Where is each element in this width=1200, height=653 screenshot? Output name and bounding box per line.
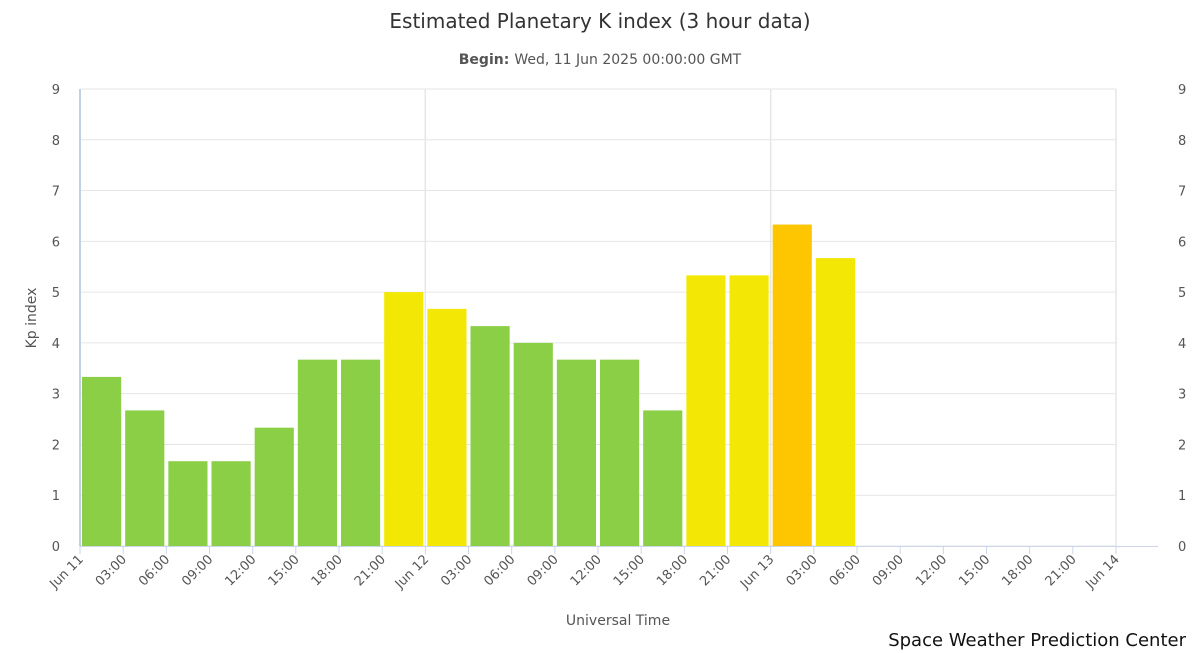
x-tick-label: 12:00 <box>568 552 605 589</box>
kp-bar <box>772 224 812 546</box>
y-tick-label-left: 4 <box>52 337 60 352</box>
y-tick-label-left: 3 <box>52 388 60 403</box>
x-tick-label: 18:00 <box>654 552 691 589</box>
x-tick-label: Jun 14 <box>1083 552 1123 592</box>
kp-bar <box>341 359 381 546</box>
y-tick-label-right: 2 <box>1178 438 1186 453</box>
x-tick-label: 12:00 <box>222 552 259 589</box>
kp-bar <box>470 326 510 546</box>
kp-bar <box>686 275 726 546</box>
x-axis-title: Universal Time <box>566 613 670 629</box>
chart-subtitle: Begin: Wed, 11 Jun 2025 00:00:00 GMT <box>459 52 742 68</box>
kp-bar <box>600 359 640 546</box>
bars <box>82 224 855 546</box>
x-tick-label: 03:00 <box>438 552 475 589</box>
y-tick-label-left: 6 <box>52 235 60 250</box>
kp-bar <box>82 376 122 546</box>
kp-bar <box>556 359 596 546</box>
x-tick-label: Jun 13 <box>737 552 777 592</box>
y-tick-label-left: 0 <box>52 540 60 555</box>
x-tick-label: 06:00 <box>481 552 518 589</box>
x-tick-label: 15:00 <box>611 552 648 589</box>
axes <box>79 89 1158 554</box>
chart-title: Estimated Planetary K index (3 hour data… <box>389 9 810 33</box>
kp-bar <box>427 308 467 546</box>
x-tick-label: 03:00 <box>93 552 130 589</box>
y-axis-right-labels: 0 1 2 3 4 5 6 7 8 9 <box>1178 83 1186 555</box>
y-tick-label-right: 8 <box>1178 134 1186 149</box>
kp-bar <box>384 292 424 546</box>
y-tick-label-left: 1 <box>52 489 60 504</box>
x-tick-label: 06:00 <box>136 552 173 589</box>
x-tick-label: 21:00 <box>1043 552 1080 589</box>
kp-bar <box>125 410 165 546</box>
kp-bar <box>729 275 769 546</box>
x-tick-label: 21:00 <box>352 552 389 589</box>
y-axis-left-labels: 0 1 2 3 4 5 6 7 8 9 <box>52 83 60 555</box>
x-tick-label: 09:00 <box>525 552 562 589</box>
x-axis-labels: Jun 11 03:00 06:00 09:00 12:00 15:00 18:00 21:0… <box>47 552 1123 592</box>
y-tick-label-left: 7 <box>52 185 60 200</box>
y-tick-label-right: 0 <box>1178 540 1186 555</box>
kp-bar <box>168 461 208 546</box>
y-tick-label-left: 8 <box>52 134 60 149</box>
kp-bar <box>297 359 337 546</box>
x-tick-label: 18:00 <box>309 552 346 589</box>
y-tick-label-left: 9 <box>52 83 60 98</box>
x-tick-label: 03:00 <box>784 552 821 589</box>
subtitle-label: Begin: <box>459 52 510 68</box>
kp-bar <box>211 461 251 546</box>
x-tick-label: 21:00 <box>697 552 734 589</box>
kp-bar <box>643 410 683 546</box>
credit-text: Space Weather Prediction Center <box>888 630 1186 651</box>
y-tick-label-left: 2 <box>52 438 60 453</box>
y-tick-label-right: 6 <box>1178 235 1186 250</box>
x-tick-label: Jun 12 <box>392 552 432 592</box>
y-tick-label-right: 7 <box>1178 185 1186 200</box>
x-tick-label: 15:00 <box>266 552 303 589</box>
kp-bar <box>254 427 294 546</box>
y-tick-label-left: 5 <box>52 286 60 301</box>
x-tick-label: 06:00 <box>827 552 864 589</box>
y-tick-label-right: 1 <box>1178 489 1186 504</box>
y-tick-label-right: 5 <box>1178 286 1186 301</box>
x-tick-label: 15:00 <box>956 552 993 589</box>
y-axis-title: Kp index <box>24 288 40 349</box>
kp-bar <box>815 258 855 546</box>
x-tick-label: 09:00 <box>179 552 216 589</box>
kp-bar <box>513 342 553 546</box>
x-tick-label: 09:00 <box>870 552 907 589</box>
x-tick-label: 12:00 <box>913 552 950 589</box>
y-tick-label-right: 3 <box>1178 388 1186 403</box>
x-tick-label: 18:00 <box>999 552 1036 589</box>
y-tick-label-right: 9 <box>1178 83 1186 98</box>
x-tick-label: Jun 11 <box>47 552 87 592</box>
y-tick-label-right: 4 <box>1178 337 1186 352</box>
subtitle-value: Wed, 11 Jun 2025 00:00:00 GMT <box>514 52 741 68</box>
